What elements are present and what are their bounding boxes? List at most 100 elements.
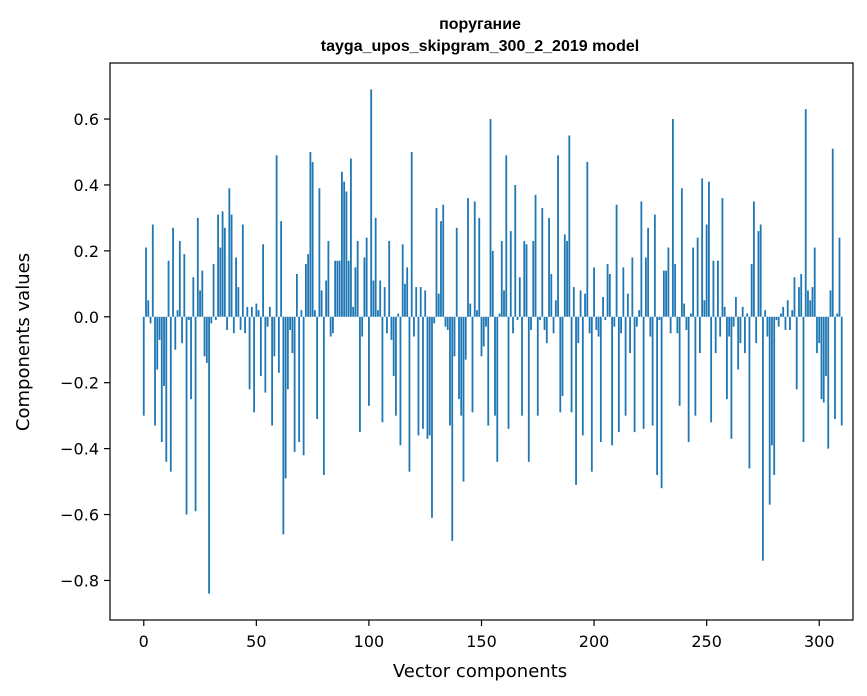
bar xyxy=(687,316,690,443)
y-tick-label: 0.0 xyxy=(74,308,99,327)
bar xyxy=(784,316,787,330)
bar xyxy=(266,316,269,327)
bar xyxy=(807,290,809,317)
bar xyxy=(219,247,222,317)
bar xyxy=(786,300,789,317)
bar xyxy=(397,313,400,317)
bar xyxy=(156,316,159,370)
x-axis-label: Vector components xyxy=(393,661,567,682)
bar xyxy=(559,316,562,413)
bar xyxy=(545,316,548,344)
bar xyxy=(428,316,431,436)
bar xyxy=(203,316,206,357)
bar xyxy=(588,316,591,334)
bar xyxy=(491,250,494,317)
bar xyxy=(221,211,224,317)
bar xyxy=(212,264,215,317)
bar xyxy=(363,257,366,317)
bar xyxy=(696,237,699,317)
bar xyxy=(390,316,393,340)
bar xyxy=(521,316,523,416)
bar xyxy=(190,316,192,400)
bar xyxy=(442,204,445,317)
bar xyxy=(536,316,539,416)
bar xyxy=(338,260,341,317)
bar xyxy=(361,316,364,337)
bar xyxy=(586,161,589,317)
bar xyxy=(728,316,731,337)
bar xyxy=(460,316,463,416)
x-tick-label: 200 xyxy=(579,632,610,651)
y-tick-label: 0.2 xyxy=(74,242,99,261)
bar xyxy=(217,214,219,317)
bar xyxy=(557,155,559,317)
bar xyxy=(629,316,631,354)
bar xyxy=(293,316,296,452)
bar xyxy=(277,316,280,373)
bar xyxy=(192,277,195,317)
bar xyxy=(599,316,602,443)
bar xyxy=(658,316,661,321)
bar xyxy=(755,316,758,344)
bar xyxy=(809,300,812,317)
bar xyxy=(151,224,154,317)
bar xyxy=(732,316,735,327)
bar xyxy=(451,316,454,541)
bar xyxy=(683,303,686,317)
bar xyxy=(424,290,427,317)
bar xyxy=(257,310,260,317)
bar xyxy=(676,316,679,334)
bar xyxy=(791,310,794,317)
bar xyxy=(534,194,537,317)
bar xyxy=(532,240,535,317)
bar xyxy=(581,316,584,436)
bar xyxy=(777,316,780,327)
bar xyxy=(462,316,465,482)
bar xyxy=(604,316,607,321)
bar xyxy=(825,316,827,377)
bar xyxy=(644,257,647,317)
x-tick-label: 250 xyxy=(691,632,722,651)
bar xyxy=(667,247,670,317)
bar xyxy=(399,316,402,446)
bar xyxy=(473,201,476,317)
bar xyxy=(764,310,767,317)
bar xyxy=(818,316,821,344)
bar xyxy=(552,316,555,334)
bar xyxy=(653,214,656,317)
bar xyxy=(354,267,357,317)
bar xyxy=(822,316,825,403)
y-tick-label: −0.2 xyxy=(60,374,99,393)
bar xyxy=(563,234,566,317)
bar xyxy=(248,316,251,390)
chart-title: поругание xyxy=(439,16,521,33)
bar xyxy=(205,316,208,363)
bar xyxy=(322,316,325,475)
bar xyxy=(401,244,404,317)
bar xyxy=(831,148,834,317)
bar xyxy=(705,224,708,317)
bar xyxy=(527,316,530,462)
bar xyxy=(572,287,575,317)
bar xyxy=(356,240,359,317)
bar xyxy=(487,316,490,426)
bar xyxy=(741,306,744,317)
bar xyxy=(820,316,823,400)
bar xyxy=(309,151,312,317)
bar xyxy=(613,316,616,327)
bar xyxy=(622,267,625,317)
bar xyxy=(633,316,636,433)
bar xyxy=(241,224,244,317)
bar xyxy=(611,316,613,446)
x-tick-label: 0 xyxy=(139,632,149,651)
bar xyxy=(359,316,361,433)
bar xyxy=(417,316,420,436)
bar xyxy=(680,188,683,317)
bar xyxy=(259,316,262,377)
bar xyxy=(199,290,201,317)
bar xyxy=(253,316,255,413)
bar xyxy=(595,316,598,330)
bar xyxy=(386,316,388,334)
bar xyxy=(239,316,242,330)
bar xyxy=(158,316,161,340)
